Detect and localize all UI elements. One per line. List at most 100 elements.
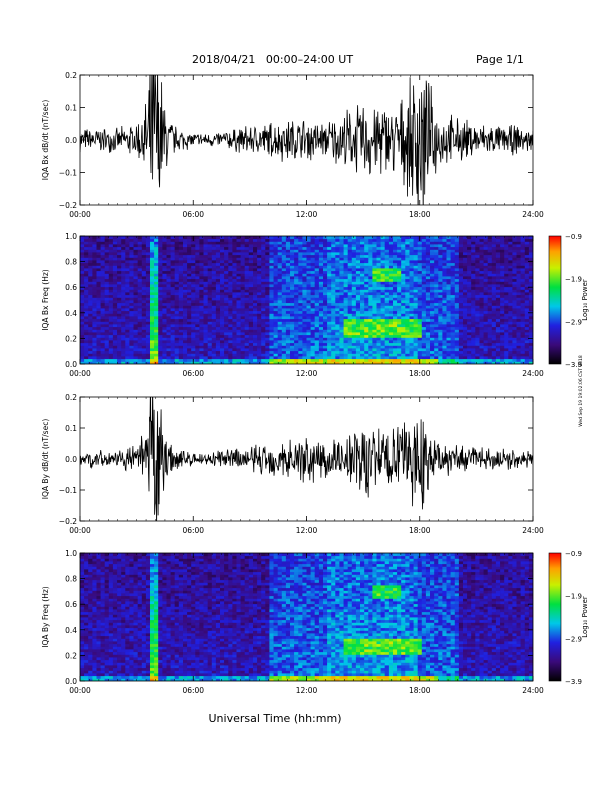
spectrogram-cell: [294, 246, 299, 250]
spectrogram-cell: [372, 257, 377, 261]
spectrogram-cell: [401, 286, 406, 290]
spectrogram-cell: [298, 284, 303, 288]
spectrogram-cell: [195, 297, 200, 301]
spectrogram-cell: [121, 270, 126, 274]
spectrogram-cell: [360, 318, 365, 322]
spectrogram-cell: [450, 246, 456, 250]
spectrogram-cell: [491, 294, 497, 298]
spectrogram-cell: [88, 294, 93, 298]
spectrogram-cell: [413, 244, 419, 248]
spectrogram-cell: [483, 356, 489, 360]
spectrogram-cell: [178, 278, 184, 282]
spectrogram-cell: [191, 340, 196, 344]
spectrogram-cell: [191, 313, 196, 317]
spectrogram-cell: [285, 356, 291, 360]
spectrogram-cell: [265, 302, 270, 306]
spectrogram-cell: [487, 254, 493, 258]
spectrogram-cell: [253, 278, 258, 282]
spectrogram-cell: [203, 318, 208, 322]
spectrogram-cell: [150, 345, 155, 349]
spectrogram-cell: [195, 276, 200, 280]
spectrogram-cell: [290, 260, 295, 264]
spectrogram-cell: [166, 318, 171, 322]
spectrogram-cell: [417, 281, 423, 285]
spectrogram-cell: [351, 356, 357, 360]
spectrogram-cell: [273, 246, 279, 250]
spectrogram-cell: [442, 313, 447, 317]
spectrogram-cell: [170, 297, 176, 301]
spectrogram-cell: [376, 324, 381, 328]
spectrogram-cell: [364, 302, 369, 306]
spectrogram-cell: [141, 292, 147, 296]
spectrogram-cell: [384, 358, 390, 362]
spectrogram-cell: [310, 318, 316, 322]
spectrogram-cell: [236, 300, 241, 304]
spectrogram-cell: [112, 286, 118, 290]
spectrogram-cell: [491, 342, 497, 346]
spectrogram-cell: [425, 236, 431, 240]
spectrogram-cell: [187, 284, 192, 288]
spectrogram-cell: [244, 262, 250, 266]
spectrogram-cell: [211, 254, 217, 258]
spectrogram-cell: [273, 302, 279, 306]
spectrogram-cell: [351, 268, 357, 272]
spectrogram-cell: [240, 281, 246, 285]
spectrogram-cell: [331, 289, 336, 293]
spectrogram-cell: [339, 294, 344, 298]
spectrogram-cell: [133, 268, 138, 272]
spectrogram-cell: [380, 268, 386, 272]
spectrogram-cell: [257, 358, 262, 362]
spectrogram-cell: [244, 348, 250, 352]
spectrogram-cell: [117, 289, 122, 293]
spectrogram-cell: [96, 276, 101, 280]
spectrogram-cell: [401, 340, 406, 344]
spectrogram-cell: [409, 268, 414, 272]
spectrogram-cell: [450, 350, 456, 354]
spectrogram-cell: [273, 260, 279, 264]
spectrogram-cell: [384, 326, 390, 330]
spectrogram-cell: [380, 361, 386, 364]
spectrogram-cell: [393, 262, 398, 266]
spectrogram-cell: [401, 321, 406, 325]
spectrogram-cell: [133, 340, 138, 344]
spectrogram-cell: [380, 302, 386, 306]
spectrogram-cell: [393, 310, 398, 314]
spectrogram-cell: [215, 348, 221, 352]
spectrogram-cell: [121, 289, 126, 293]
spectrogram-cell: [207, 313, 213, 317]
spectrogram-cell: [137, 353, 143, 357]
spectrogram-cell: [125, 316, 130, 320]
spectrogram-cell: [388, 310, 394, 314]
spectrogram-cell: [88, 324, 93, 328]
spectrogram-cell: [199, 329, 204, 333]
spectrogram-cell: [343, 273, 349, 277]
spectrogram-cell: [253, 321, 258, 325]
spectrogram-cell: [207, 249, 213, 253]
spectrogram-cell: [487, 257, 493, 261]
spectrogram-cell: [450, 249, 456, 253]
spectrogram-cell: [351, 316, 357, 320]
spectrogram-cell: [475, 260, 480, 264]
spectrogram-cell: [458, 326, 464, 330]
spectrogram-cell: [228, 302, 233, 306]
spectrogram-cell: [384, 350, 390, 354]
spectrogram-cell: [137, 361, 143, 364]
spectrogram-cell: [442, 356, 447, 360]
spectrogram-cell: [364, 276, 369, 280]
spectrogram-cell: [265, 276, 270, 280]
spectrogram-cell: [170, 329, 176, 333]
spectrogram-cell: [281, 289, 287, 293]
spectrogram-cell: [269, 252, 274, 256]
spectrogram-cell: [318, 302, 324, 306]
spectrogram-cell: [211, 300, 217, 304]
spectrogram-cell: [401, 326, 406, 330]
spectrogram-cell: [125, 265, 130, 269]
spectrogram-cell: [450, 292, 456, 296]
spectrogram-cell: [261, 292, 266, 296]
spectrogram-cell: [327, 334, 332, 338]
spectrogram-cell: [273, 278, 279, 282]
spectrogram-cell: [364, 297, 369, 301]
spectrogram-cell: [458, 321, 464, 325]
spectrogram-cell: [450, 313, 456, 317]
spectrogram-cell: [199, 353, 204, 357]
